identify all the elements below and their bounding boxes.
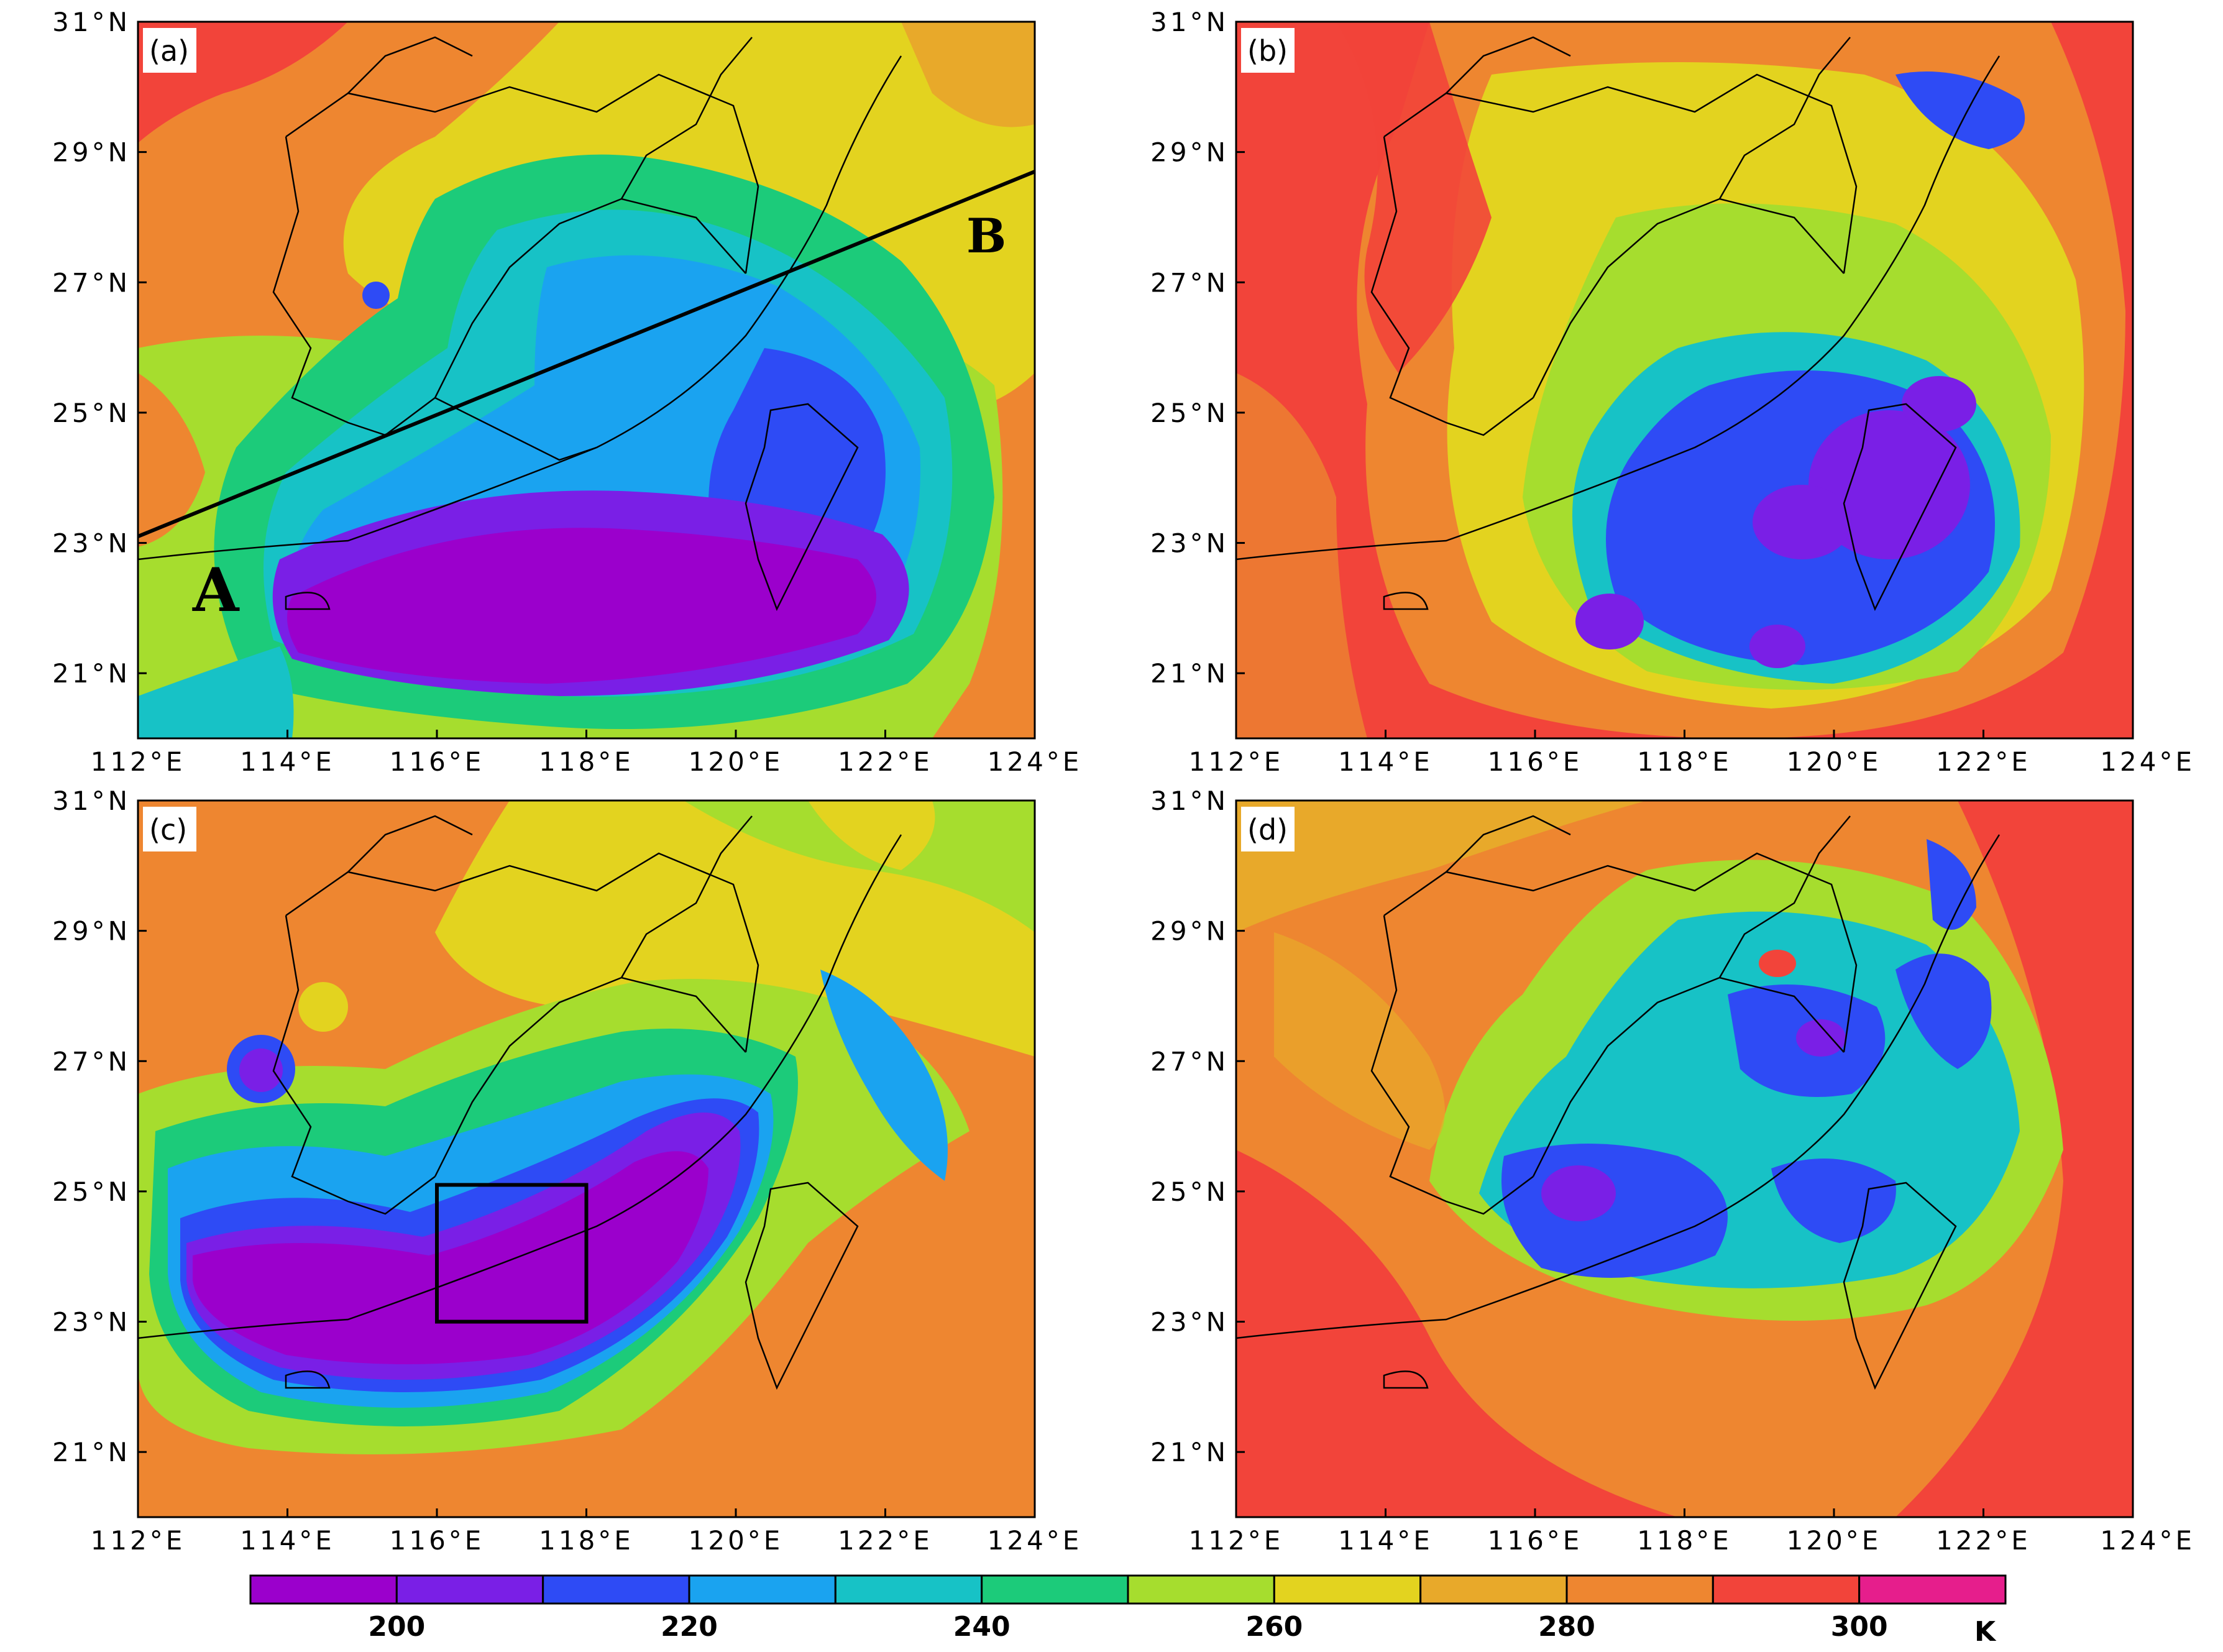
lat-tick-label: 23°N <box>52 528 131 559</box>
colorbar-segment <box>1273 1574 1422 1605</box>
lat-tick-label: 29°N <box>52 137 131 168</box>
lon-tick-label: 124°E <box>988 746 1083 777</box>
colorbar-segment <box>1858 1574 2007 1605</box>
panel-b-label: (b) <box>1247 34 1288 68</box>
colorbar-segment <box>834 1574 983 1605</box>
panel-c-label: (c) <box>149 813 187 847</box>
lon-tick-label: 116°E <box>1488 746 1583 777</box>
colorbar-tick-label: 300 <box>1831 1611 1888 1643</box>
panel-b: (b) <box>1235 21 2134 740</box>
lon-tick-label: 122°E <box>838 746 933 777</box>
lon-tick-label: 112°E <box>1189 746 1284 777</box>
colorbar-segment <box>981 1574 1129 1605</box>
colorbar-segment <box>1419 1574 1568 1605</box>
lon-tick-label: 120°E <box>1787 746 1882 777</box>
lat-tick-label: 23°N <box>52 1307 131 1338</box>
colorbar-segment <box>688 1574 836 1605</box>
panel-a-label: (a) <box>149 34 189 68</box>
lon-tick-label: 118°E <box>539 746 634 777</box>
lon-tick-label: 124°E <box>2100 746 2195 777</box>
lat-tick-label: 31°N <box>1150 786 1229 816</box>
lon-tick-label: 114°E <box>240 1525 335 1556</box>
colorbar-segment <box>249 1574 398 1605</box>
panel-a-label-bg <box>143 28 196 73</box>
colorbar-segment <box>542 1574 690 1605</box>
lat-tick-label: 23°N <box>1150 1307 1229 1338</box>
panel-b-label-bg <box>1241 28 1295 73</box>
panel-b-borders <box>1236 36 2001 612</box>
lon-tick-label: 114°E <box>1338 746 1433 777</box>
lat-tick-label: 29°N <box>1150 137 1229 168</box>
lon-tick-label: 124°E <box>988 1525 1083 1556</box>
lat-tick-label: 27°N <box>52 267 131 298</box>
panel-c-label-bg <box>143 807 196 851</box>
colorbar-tick-label: 240 <box>953 1611 1011 1643</box>
lon-tick-label: 112°E <box>91 1525 186 1556</box>
lon-tick-label: 112°E <box>1189 1525 1284 1556</box>
lon-tick-label: 116°E <box>390 746 485 777</box>
colorbar-tick-label: 220 <box>661 1611 718 1643</box>
colorbar-segment <box>1565 1574 1714 1605</box>
lat-tick-label: 31°N <box>52 7 131 37</box>
colorbar-segment <box>1712 1574 1861 1605</box>
lon-tick-label: 114°E <box>240 746 335 777</box>
panel-a: A B (a) <box>137 21 1036 740</box>
lat-tick-label: 21°N <box>52 658 131 689</box>
lon-tick-label: 114°E <box>1338 1525 1433 1556</box>
colorbar-tick-label: 260 <box>1245 1611 1303 1643</box>
lon-tick-label: 120°E <box>689 1525 784 1556</box>
panel-b-map <box>1236 22 2133 738</box>
panel-d: (d) <box>1235 799 2134 1518</box>
lat-tick-label: 29°N <box>1150 916 1229 947</box>
lat-tick-label: 25°N <box>1150 398 1229 428</box>
cross-section-start-label: A <box>192 555 240 625</box>
lat-tick-label: 27°N <box>1150 267 1229 298</box>
panel-d-label: (d) <box>1247 813 1288 847</box>
lon-tick-label: 116°E <box>390 1525 485 1556</box>
lon-tick-label: 122°E <box>1936 746 2031 777</box>
lon-tick-label: 122°E <box>838 1525 933 1556</box>
lat-tick-label: 31°N <box>1150 7 1229 37</box>
colorbar-segment <box>1127 1574 1275 1605</box>
colorbar-tick-label: 280 <box>1538 1611 1595 1643</box>
lat-tick-label: 21°N <box>1150 1437 1229 1467</box>
colorbar-tick-label: 200 <box>368 1611 425 1643</box>
lat-tick-label: 27°N <box>52 1046 131 1076</box>
lon-tick-label: 112°E <box>91 746 186 777</box>
panel-a-borders <box>138 36 902 612</box>
colorbar-unit: K <box>1974 1616 1997 1648</box>
lon-tick-label: 118°E <box>1637 1525 1732 1556</box>
lat-tick-label: 25°N <box>52 398 131 428</box>
lon-tick-label: 124°E <box>2100 1525 2195 1556</box>
cross-section-line <box>138 170 1035 538</box>
lon-tick-label: 118°E <box>1637 746 1732 777</box>
colorbar: 200 220 240 260 280 300 K <box>249 1574 2007 1648</box>
panel-c: (c) <box>137 799 1036 1518</box>
lon-tick-label: 116°E <box>1488 1525 1583 1556</box>
lat-tick-label: 21°N <box>1150 658 1229 689</box>
lat-tick-label: 25°N <box>52 1177 131 1207</box>
lon-tick-label: 118°E <box>539 1525 634 1556</box>
lat-tick-label: 25°N <box>1150 1177 1229 1207</box>
lat-tick-label: 29°N <box>52 916 131 947</box>
lat-tick-label: 23°N <box>1150 528 1229 559</box>
panel-d-label-bg <box>1241 807 1295 851</box>
panel-d-map <box>1236 801 2133 1517</box>
lon-tick-label: 120°E <box>689 746 784 777</box>
panel-c-map <box>138 801 1035 1517</box>
lat-tick-label: 21°N <box>52 1437 131 1467</box>
lon-tick-label: 122°E <box>1936 1525 2031 1556</box>
panel-a-map <box>138 22 1035 738</box>
cross-section-end-label: B <box>966 208 1006 264</box>
lat-tick-label: 31°N <box>52 786 131 816</box>
axis-tick-labels: 31°N 29°N 27°N 25°N 23°N 21°N 112°E 114°E 116°E 1… <box>52 7 2195 1556</box>
panel-c-borders <box>138 815 902 1390</box>
lat-tick-label: 27°N <box>1150 1046 1229 1076</box>
analysis-box <box>435 1183 589 1324</box>
panel-d-borders <box>1236 815 2001 1390</box>
colorbar-segment <box>395 1574 544 1605</box>
lon-tick-label: 120°E <box>1787 1525 1882 1556</box>
